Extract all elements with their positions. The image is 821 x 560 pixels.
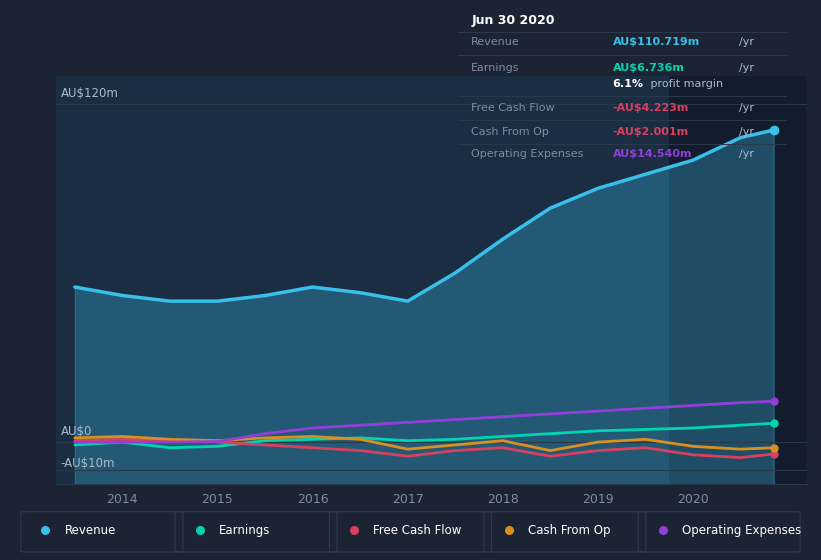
Text: /yr: /yr [739,102,754,113]
Text: /yr: /yr [739,63,754,73]
Text: Operating Expenses: Operating Expenses [471,149,584,159]
Text: Revenue: Revenue [471,38,520,48]
Text: Earnings: Earnings [219,524,270,537]
Text: Free Cash Flow: Free Cash Flow [374,524,462,537]
Text: Cash From Op: Cash From Op [471,127,549,137]
Text: AU$0: AU$0 [61,425,92,438]
Text: AU$120m: AU$120m [61,87,118,100]
Text: -AU$10m: -AU$10m [61,458,115,470]
Text: Operating Expenses: Operating Expenses [682,524,801,537]
Text: Free Cash Flow: Free Cash Flow [471,102,555,113]
Text: AU$14.540m: AU$14.540m [612,149,692,159]
Text: AU$6.736m: AU$6.736m [612,63,685,73]
Text: /yr: /yr [739,149,754,159]
Bar [669,76,807,484]
Text: Cash From Op: Cash From Op [528,524,610,537]
Text: 6.1%: 6.1% [612,80,644,90]
Text: AU$110.719m: AU$110.719m [612,38,699,48]
Text: -AU$4.223m: -AU$4.223m [612,102,689,113]
Text: /yr: /yr [739,127,754,137]
Text: Earnings: Earnings [471,63,520,73]
Text: -AU$2.001m: -AU$2.001m [612,127,689,137]
Text: profit margin: profit margin [647,80,723,90]
Text: Jun 30 2020: Jun 30 2020 [471,14,555,27]
Text: /yr: /yr [739,38,754,48]
Text: Revenue: Revenue [65,524,116,537]
